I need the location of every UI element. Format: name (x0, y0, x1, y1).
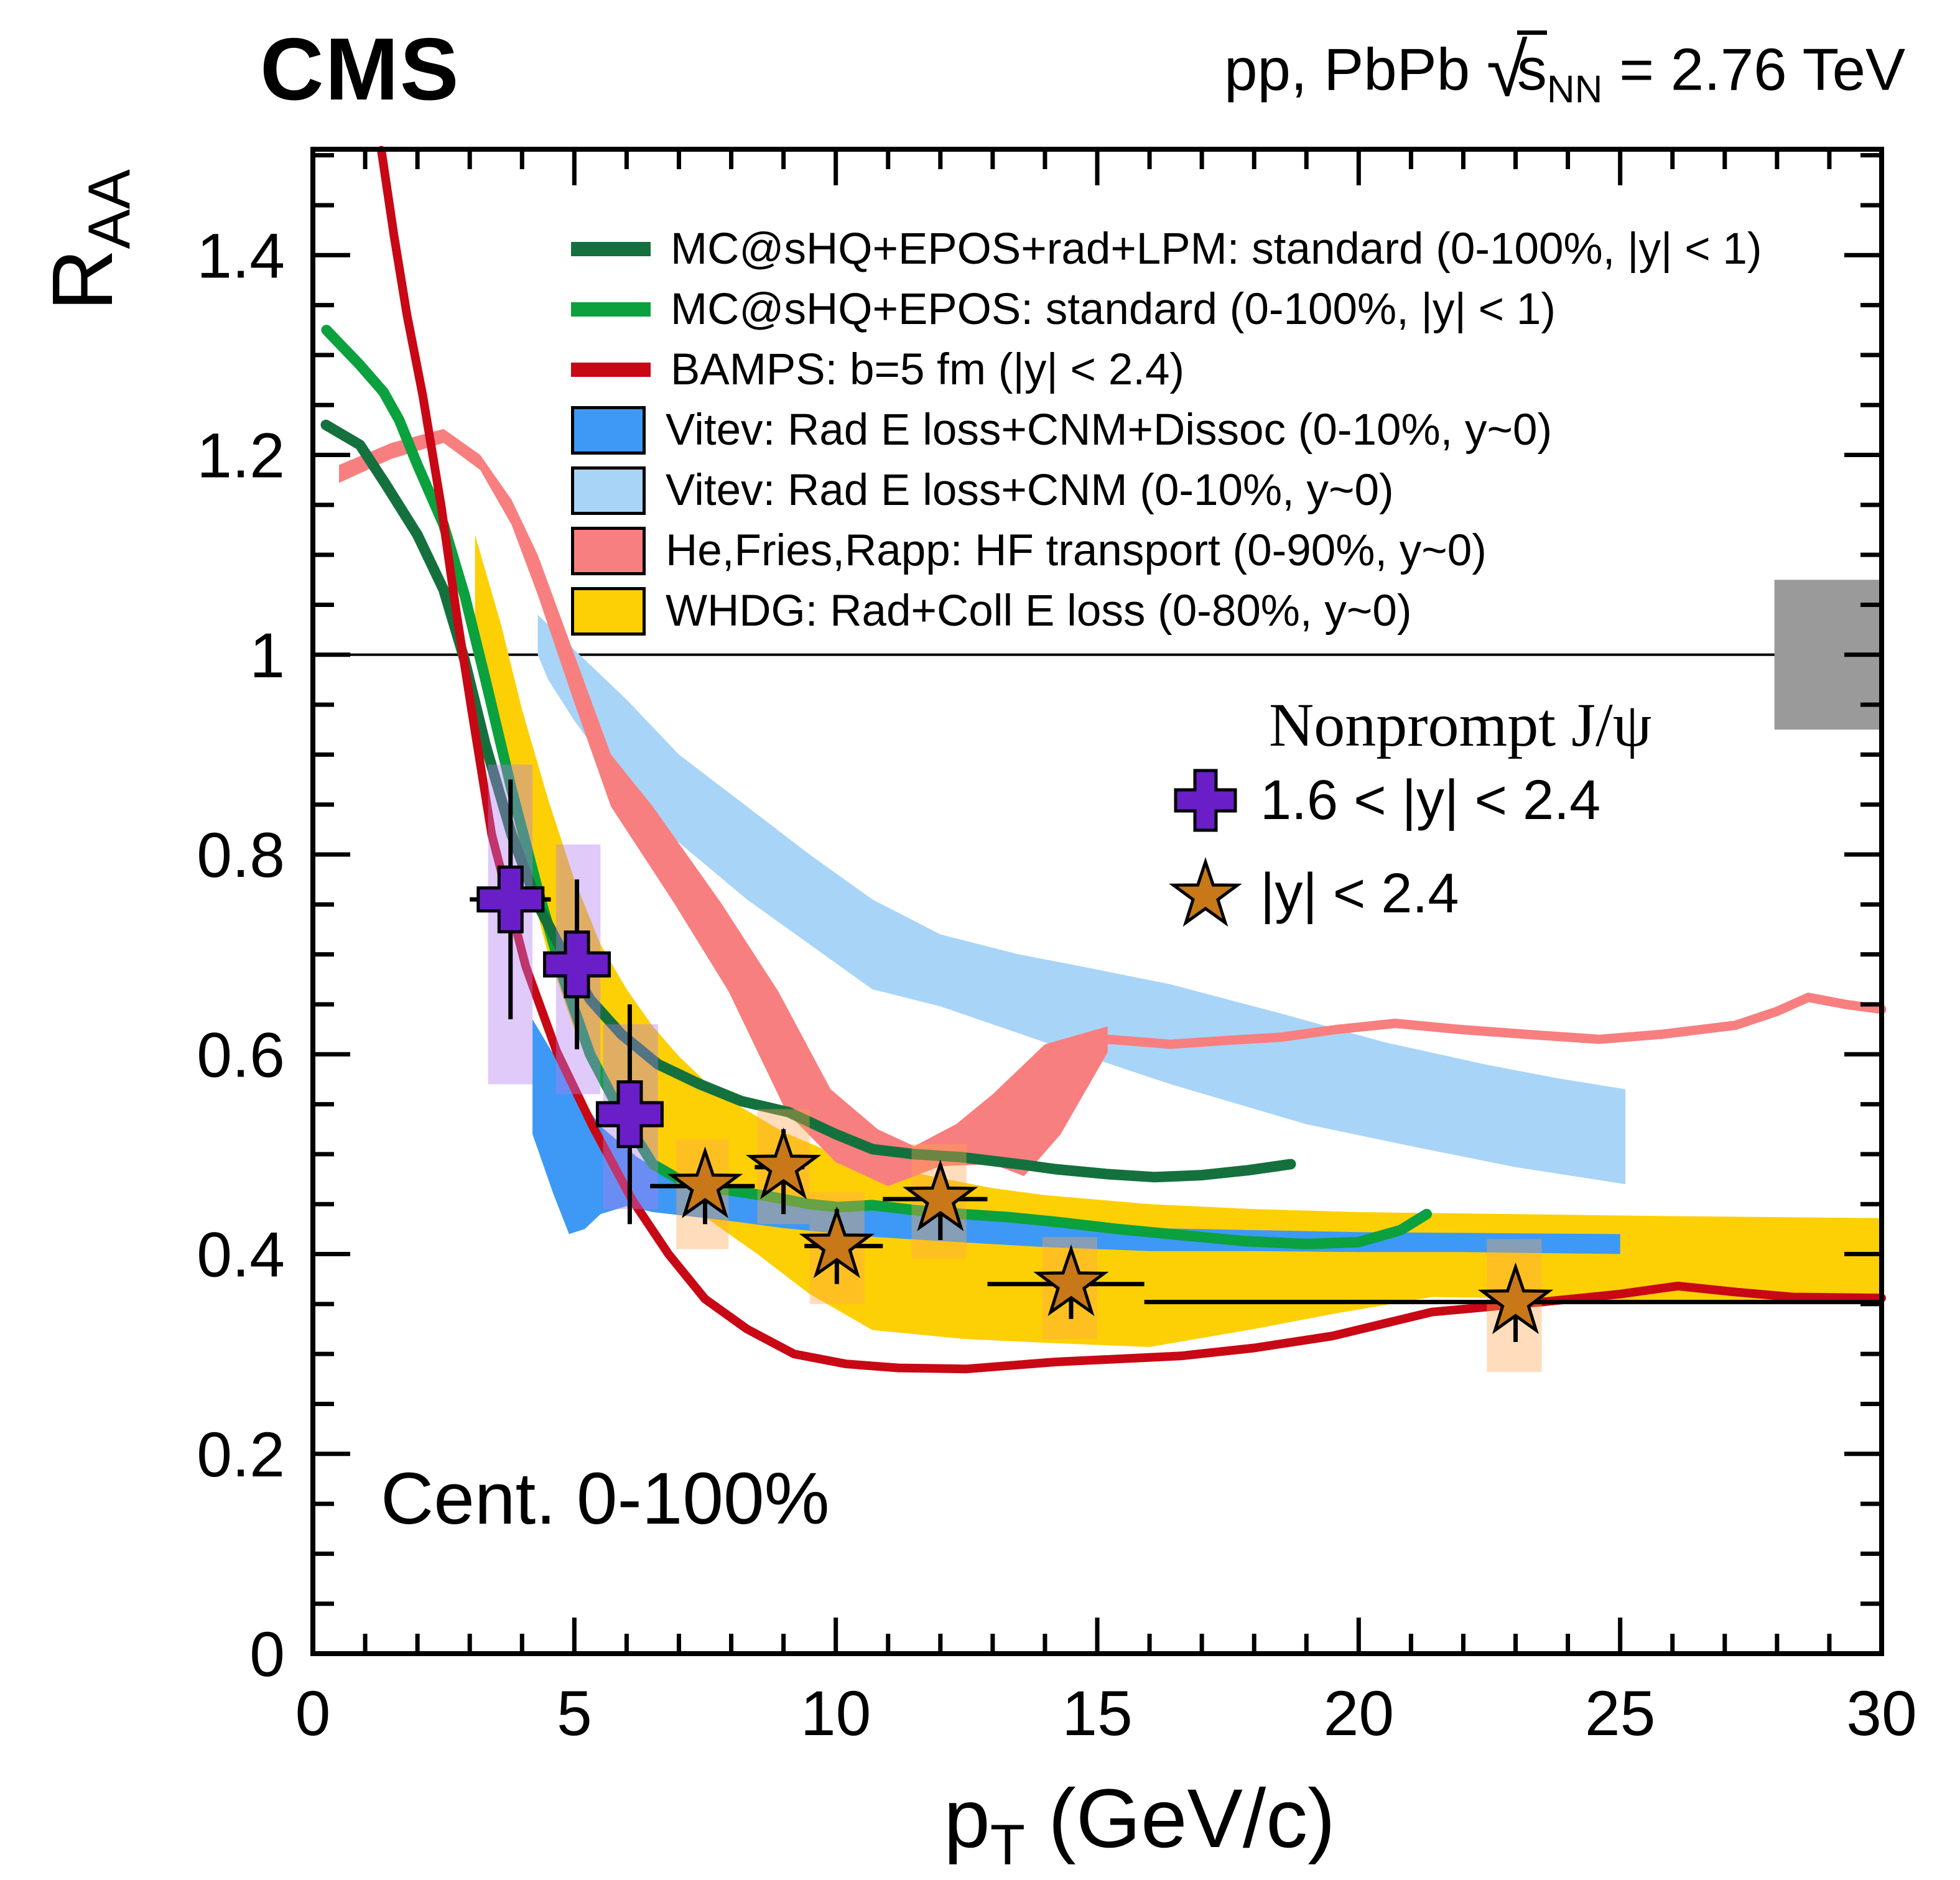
y-tick-label: 0.8 (197, 820, 285, 891)
data-legend-item-midrapidity: |y| < 2.4 (1164, 853, 1459, 934)
theory-legend-row-0: MC@sHQ+EPOS+rad+LPM: standard (0-100%, |… (571, 219, 1762, 279)
sqrt-s-sub: NN (1546, 68, 1603, 111)
x-tick-label: 15 (1062, 1678, 1132, 1749)
y-tick-label: 0 (249, 1619, 285, 1690)
y-title-sub: AA (76, 169, 143, 249)
star-data-marker (903, 1159, 978, 1231)
star-data-marker (667, 1146, 743, 1218)
curve-mcshq-epos-rad-lpm (320, 419, 1296, 1183)
x-title-rest: (GeV/c) (1024, 1772, 1335, 1865)
y-tick-label: 0.2 (197, 1419, 285, 1490)
beam-prefix: pp, PbPb (1224, 36, 1487, 103)
band-vitev-rad-eloss-cnm (537, 614, 1626, 1185)
band-he-fries-rapp-hf-transport (339, 428, 1108, 1187)
legend-box-swatch (571, 526, 646, 575)
y-axis-title: RAA (34, 169, 144, 311)
theory-legend-row-6: WHDG: Rad+Coll E loss (0-80%, y~0) (571, 581, 1762, 641)
theory-legend-label: MC@sHQ+EPOS+rad+LPM: standard (0-100%, |… (671, 225, 1762, 274)
theory-legend-row-4: Vitev: Rad E loss+CNM (0-10%, y~0) (571, 460, 1762, 521)
theory-legend-label: BAMPS: b=5 fm (|y| < 2.4) (671, 345, 1185, 394)
x-tick-labels: 0 5 10 15 20 25 30 (295, 1678, 1917, 1749)
legend-line-swatch (571, 242, 651, 256)
theory-legend: MC@sHQ+EPOS+rad+LPM: standard (0-100%, |… (571, 219, 1762, 641)
cross-marker-icon (1174, 769, 1237, 832)
legend-box-swatch (571, 466, 646, 515)
series-nonprompt-jpsi-midrapidity (650, 1109, 1882, 1373)
x-tick-label: 10 (801, 1678, 871, 1749)
theory-legend-row-5: He,Fries,Rapp: HF transport (0-90%, y~0) (571, 521, 1762, 581)
star-data-marker (1033, 1244, 1109, 1317)
legend-line-swatch (571, 302, 651, 317)
cross-data-marker (476, 865, 545, 933)
sqrt-radical-icon: √ (1486, 29, 1528, 112)
theory-legend-label: WHDG: Rad+Coll E loss (0-80%, y~0) (666, 586, 1412, 636)
x-tick-label: 20 (1324, 1678, 1394, 1749)
data-legend-label: |y| < 2.4 (1260, 862, 1459, 925)
star-data-marker (799, 1206, 875, 1279)
x-tick-label: 5 (557, 1678, 592, 1749)
legend-line-swatch (571, 363, 651, 377)
x-tick-label: 30 (1846, 1678, 1916, 1749)
star-marker-icon (1169, 857, 1242, 927)
cross-data-marker (543, 930, 611, 999)
y-tick-labels: 0 0.2 0.4 0.6 0.8 1 1.2 1.4 (197, 220, 285, 1690)
theory-legend-label: MC@sHQ+EPOS: standard (0-100%, |y| < 1) (671, 285, 1556, 334)
theory-legend-row-3: Vitev: Rad E loss+CNM+Dissoc (0-10%, y~0… (571, 400, 1762, 460)
x-axis-title: pT (GeV/c) (944, 1771, 1335, 1878)
y-tick-label: 1.4 (197, 220, 285, 291)
theory-legend-label: Vitev: Rad E loss+CNM+Dissoc (0-10%, y~0… (666, 405, 1553, 455)
series-nonprompt-jpsi-forward (470, 764, 664, 1225)
theory-legend-row-1: MC@sHQ+EPOS: standard (0-100%, |y| < 1) (571, 279, 1762, 340)
y-tick-label: 0.4 (197, 1220, 285, 1290)
experiment-title: CMS (260, 20, 460, 119)
star-data-marker (1477, 1262, 1554, 1335)
theory-legend-label: Vitev: Rad E loss+CNM (0-10%, y~0) (666, 466, 1394, 515)
y-title-main: R (35, 249, 131, 311)
star-data-marker (745, 1127, 822, 1200)
data-legend-header: Nonprompt J/ψ (1269, 690, 1652, 759)
theory-legend-label: He,Fries,Rapp: HF transport (0-90%, y~0) (666, 526, 1487, 575)
sqrt-s: s (1516, 30, 1547, 103)
y-tick-label: 0.6 (197, 1019, 285, 1090)
data-legend-label: 1.6 < |y| < 2.4 (1260, 769, 1601, 831)
x-tick-label: 0 (295, 1678, 331, 1749)
centrality-label: Cent. 0-100% (381, 1458, 830, 1540)
y-tick-label: 1 (249, 620, 285, 691)
y-tick-label: 1.2 (197, 420, 285, 491)
band-whdg-rad-coll-eloss (475, 535, 1882, 1347)
axis-ticks (310, 149, 1884, 1656)
data-legend-item-forward: 1.6 < |y| < 2.4 (1164, 760, 1600, 841)
legend-box-swatch (571, 586, 646, 636)
beam-energy-title: pp, PbPb √sNN = 2.76 TeV (1224, 27, 1905, 113)
theory-legend-row-2: BAMPS: b=5 fm (|y| < 2.4) (571, 340, 1762, 400)
sqrt-s-arg: s (1516, 36, 1547, 103)
beam-suffix: = 2.76 TeV (1602, 36, 1905, 103)
x-tick-label: 25 (1585, 1678, 1655, 1749)
x-title-sub: T (990, 1813, 1025, 1877)
x-title-main: p (944, 1772, 990, 1865)
curve-he-fries-rapp-line-highpt (1103, 993, 1887, 1049)
legend-box-swatch (571, 405, 646, 455)
cross-data-marker (595, 1080, 664, 1149)
